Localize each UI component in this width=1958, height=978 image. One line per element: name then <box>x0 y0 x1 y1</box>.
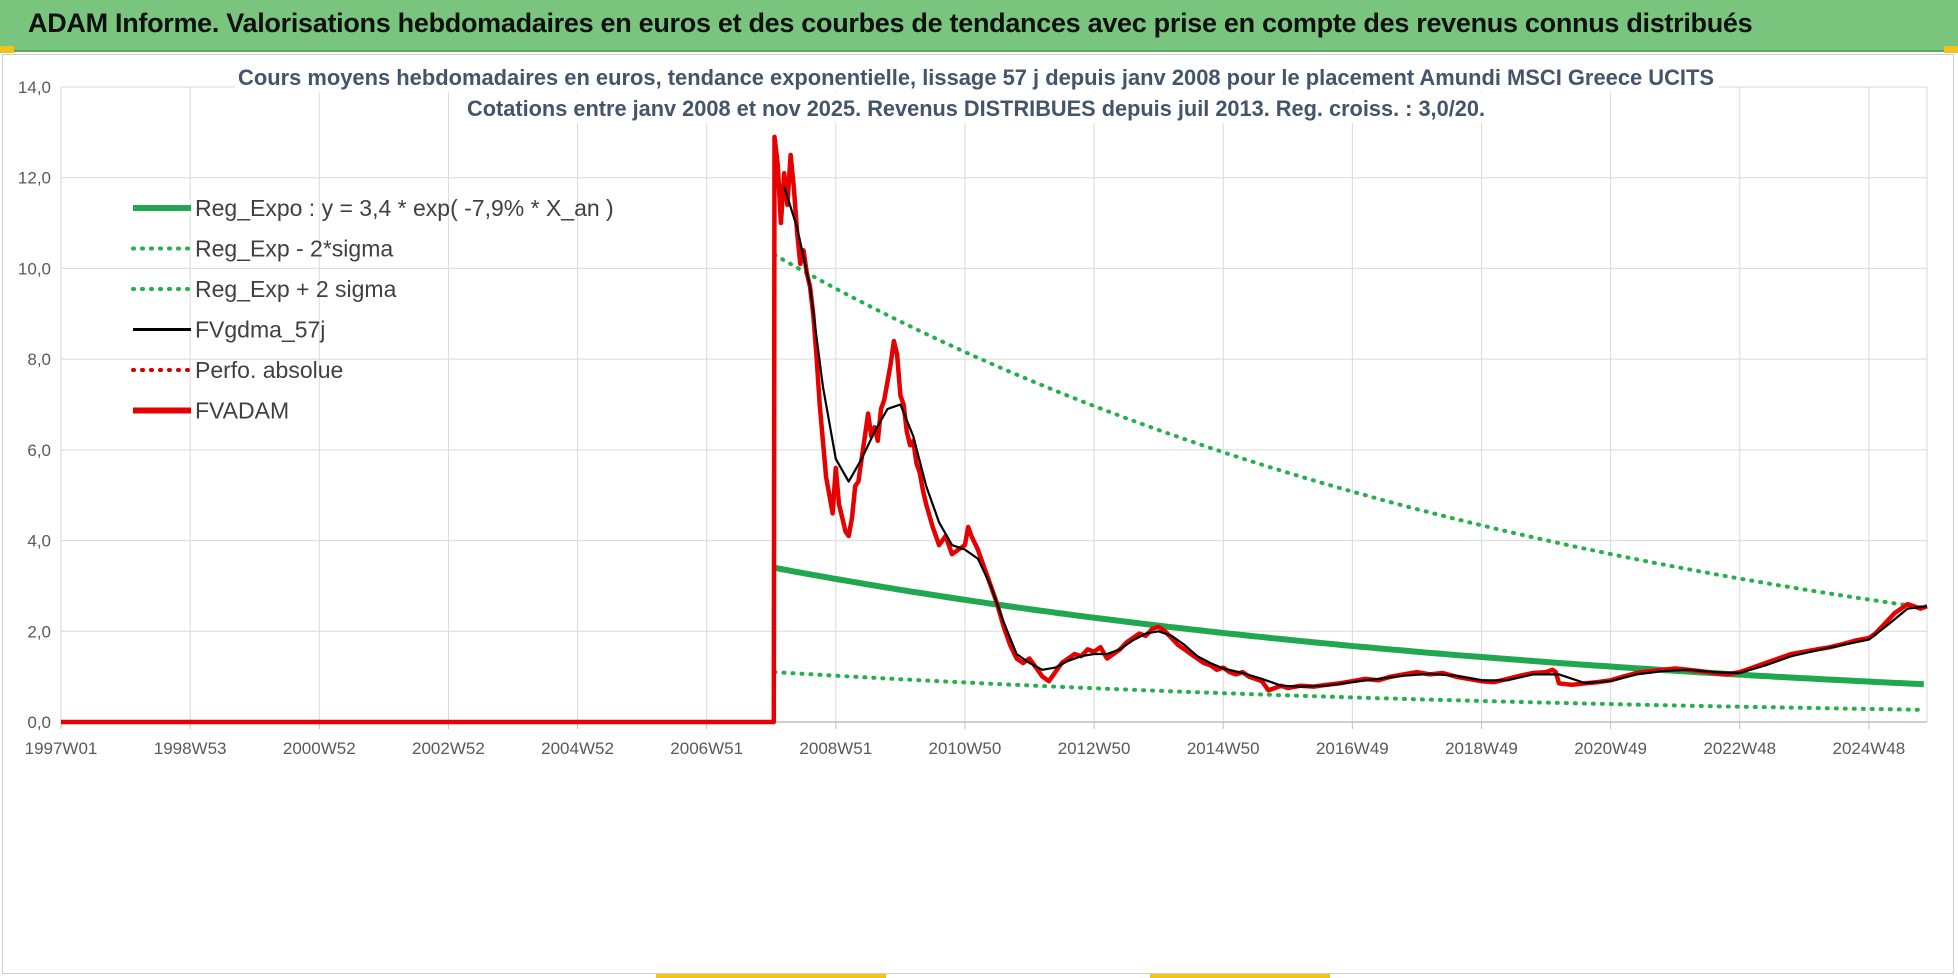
chart-frame: 0,0 2,0 4,0 6,0 8,0 10,0 12,0 14,0 1997W01 1998W5… <box>2 54 1954 974</box>
y-tick-label: 6,0 <box>27 441 51 460</box>
legend-label: Reg_Expo : y = 3,4 * exp( -7,9% * X_an ) <box>195 195 614 221</box>
x-tick-label: 2006W51 <box>670 739 743 758</box>
legend-label: FVgdma_57j <box>195 317 325 343</box>
x-tick-label: 2010W50 <box>929 739 1002 758</box>
x-tick-label: 2016W49 <box>1316 739 1389 758</box>
corner-marker-right <box>1944 46 1958 53</box>
bottom-marker-2 <box>1150 974 1330 978</box>
y-tick-label: 0,0 <box>27 713 51 732</box>
x-tick-label: 1997W01 <box>25 739 98 758</box>
x-tick-label: 2018W49 <box>1445 739 1518 758</box>
chart: 0,0 2,0 4,0 6,0 8,0 10,0 12,0 14,0 1997W01 1998W5… <box>18 62 1928 758</box>
x-tick-label: 2014W50 <box>1187 739 1260 758</box>
corner-marker-left <box>0 46 14 53</box>
x-tick-label: 2004W52 <box>541 739 614 758</box>
x-tick-label: 2012W50 <box>1058 739 1131 758</box>
x-tick-label: 2002W52 <box>412 739 485 758</box>
chart-title-line1: Cours moyens hebdomadaires en euros, ten… <box>238 65 1714 90</box>
title-layer: Cours moyens hebdomadaires en euros, ten… <box>235 62 1719 123</box>
x-tick-label: 2000W52 <box>283 739 356 758</box>
y-tick-label: 10,0 <box>18 259 51 278</box>
series-reg-exp-plus-2sigma <box>772 252 1926 610</box>
series-reg-exp-minus-2sigma <box>772 670 1926 712</box>
x-tick-label: 2024W48 <box>1832 739 1905 758</box>
legend-label: FVADAM <box>195 398 289 424</box>
x-tick-label: 2008W51 <box>799 739 872 758</box>
axis-layer: 0,0 2,0 4,0 6,0 8,0 10,0 12,0 14,0 1997W01 1998W5… <box>18 78 1927 758</box>
header-bar: ADAM Informe. Valorisations hebdomadaire… <box>0 0 1958 52</box>
page-title: ADAM Informe. Valorisations hebdomadaire… <box>28 8 1753 38</box>
x-tick-label: 2022W48 <box>1703 739 1776 758</box>
x-tick-label: 2020W49 <box>1574 739 1647 758</box>
legend-label: Perfo. absolue <box>195 357 343 383</box>
y-tick-label: 2,0 <box>27 622 51 641</box>
bottom-marker-1 <box>656 974 886 978</box>
legend-label: Reg_Exp + 2 sigma <box>195 276 397 302</box>
y-tick-label: 8,0 <box>27 350 51 369</box>
x-tick-label: 1998W53 <box>154 739 227 758</box>
series-fvadam <box>61 134 1928 725</box>
y-tick-label: 12,0 <box>18 169 51 188</box>
legend-label: Reg_Exp - 2*sigma <box>195 236 393 262</box>
grid-layer <box>60 86 1928 723</box>
y-tick-label: 14,0 <box>18 78 51 97</box>
chart-title-line2: Cotations entre janv 2008 et nov 2025. R… <box>467 96 1485 121</box>
series-layer <box>61 134 1928 725</box>
y-tick-label: 4,0 <box>27 532 51 551</box>
series-fvgdma-57j <box>783 186 1928 688</box>
legend: Reg_Expo : y = 3,4 * exp( -7,9% * X_an )… <box>131 195 614 424</box>
